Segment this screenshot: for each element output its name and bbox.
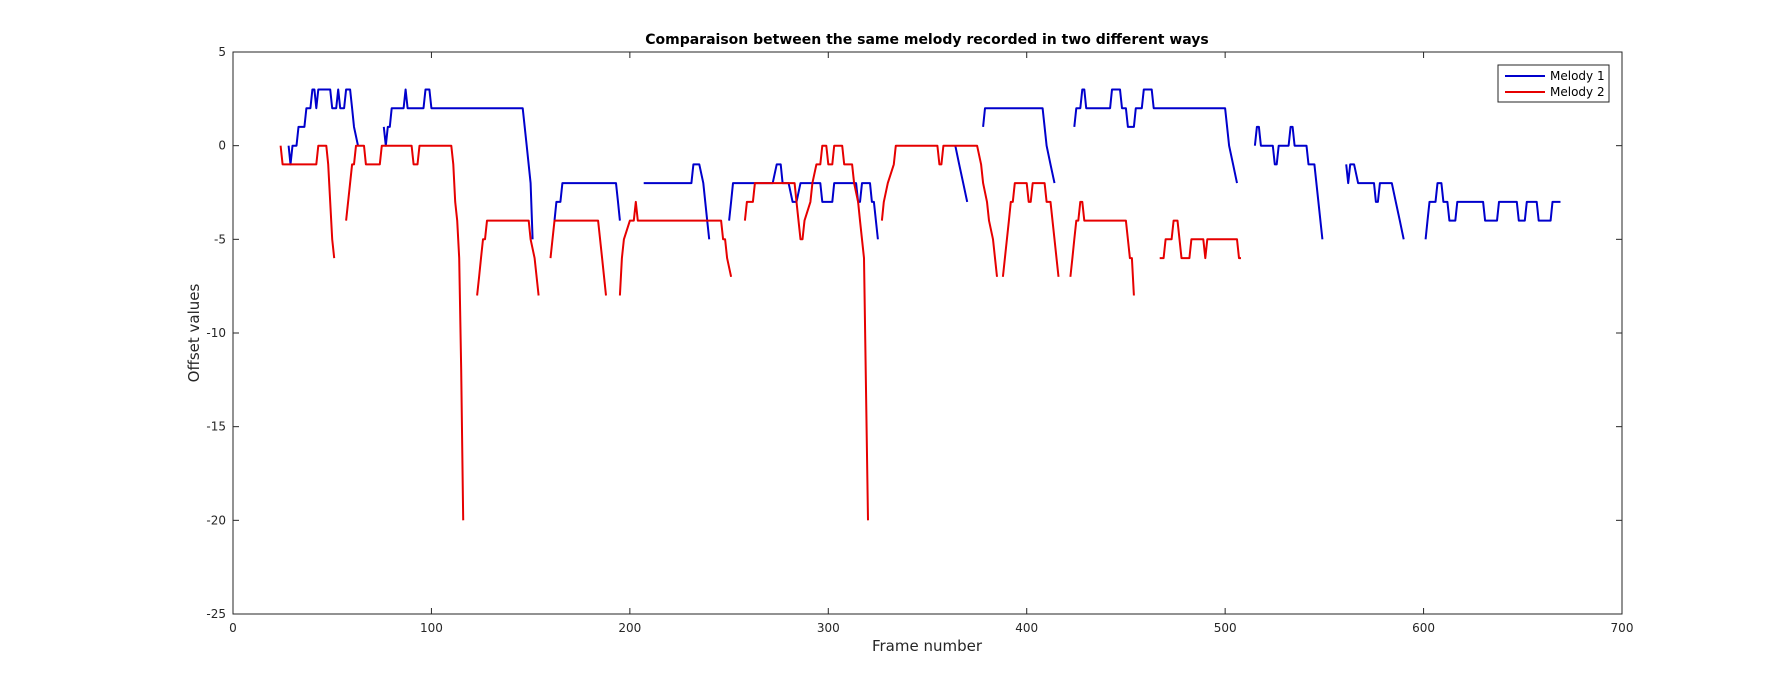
chart-title: Comparaison between the same melody reco… (645, 32, 1209, 48)
series-1 (287, 88, 1561, 240)
series-2 (279, 144, 1241, 521)
series-2-segment-4 (549, 219, 607, 296)
x-axis-label: Frame number (872, 637, 983, 655)
series-1-segment-1 (287, 88, 359, 166)
legend-label-melody-1: Melody 1 (1550, 69, 1605, 83)
series-2-segment-2 (345, 144, 465, 521)
legend-box (1497, 64, 1610, 103)
series-1-segment-10 (1345, 163, 1405, 240)
x-tick-label: 600 (1412, 621, 1435, 635)
series-1-segment-3 (553, 182, 621, 221)
series-1-segment-7 (982, 107, 1056, 184)
x-axis: 0 100 200 300 400 500 600 700 (229, 52, 1633, 635)
legend: Melody 1 Melody 2 (1497, 64, 1610, 103)
legend-label-melody-2: Melody 2 (1550, 85, 1605, 99)
y-axis: 5 0 -5 -10 -15 -20 -25 (206, 45, 1622, 621)
y-tick-label: -20 (206, 513, 226, 527)
series-2-segment-9 (1069, 200, 1135, 296)
series-1-segment-8 (1073, 88, 1238, 184)
series-2-segment-1 (279, 144, 336, 259)
y-tick-label: -15 (206, 420, 226, 434)
series-1-segment-2 (382, 88, 534, 240)
y-tick-label: 5 (218, 45, 226, 59)
x-tick-label: 700 (1611, 621, 1634, 635)
series-2-segment-10 (1159, 219, 1241, 260)
x-tick-label: 0 (229, 621, 237, 635)
series-2-segment-6 (743, 144, 869, 521)
plot-background (233, 52, 1622, 614)
series-1-segment-9 (1253, 125, 1324, 240)
series-2-segment-5 (618, 200, 733, 296)
series-1-segment-6 (954, 145, 969, 203)
series-2-segment-3 (476, 219, 540, 296)
y-axis-label: Offset values (185, 284, 203, 383)
series-2-segment-8 (1001, 182, 1060, 277)
y-tick-label: 0 (218, 139, 226, 153)
series-2-segment-7 (880, 144, 998, 277)
y-tick-label: -5 (214, 232, 226, 246)
series-1-segment-5 (728, 163, 879, 240)
series-1-segment-11 (1424, 182, 1561, 240)
x-tick-label: 100 (420, 621, 443, 635)
x-tick-label: 300 (817, 621, 840, 635)
x-tick-label: 500 (1214, 621, 1237, 635)
y-tick-label: -10 (206, 326, 226, 340)
series-layer (279, 88, 1561, 521)
y-tick-label: -25 (206, 607, 226, 621)
x-tick-label: 400 (1015, 621, 1038, 635)
x-tick-label: 200 (618, 621, 641, 635)
